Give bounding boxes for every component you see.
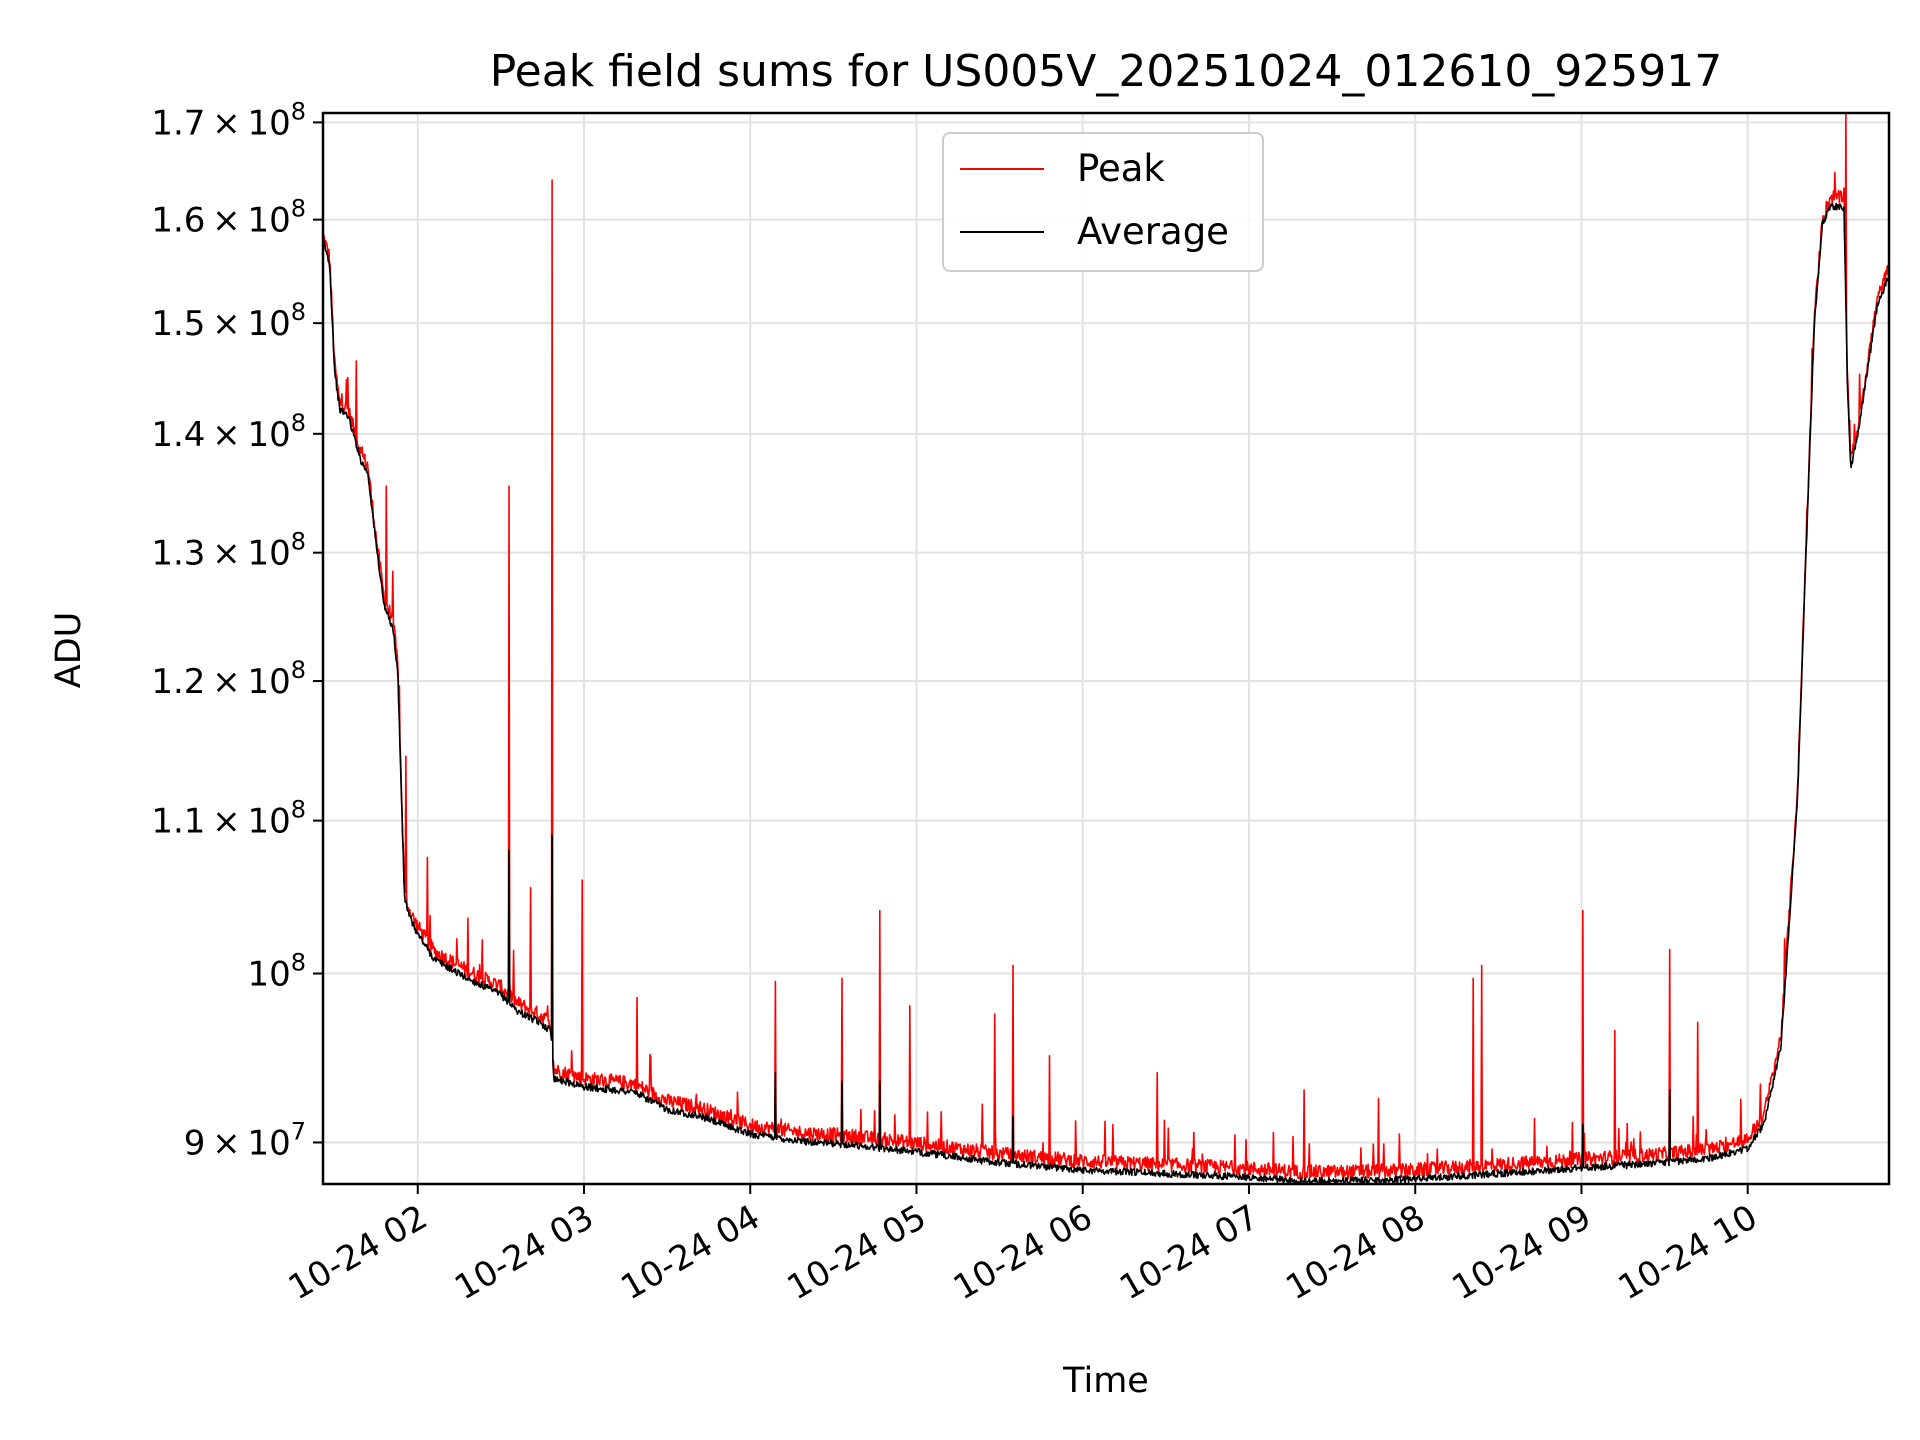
x-axis-label: Time [1062, 1361, 1149, 1401]
y-tick-label: 1.5 × 108 [151, 298, 306, 344]
legend-label-average: Average [1077, 210, 1229, 253]
legend: Peak Average [942, 132, 1264, 272]
y-tick-label: 1.3 × 108 [151, 528, 306, 574]
series-line-peak [322, 112, 1890, 1180]
y-tick-label: 108 [247, 948, 306, 994]
y-tick-label: 1.6 × 108 [151, 195, 306, 241]
y-tick-label: 9 × 107 [184, 1117, 306, 1163]
legend-label-peak: Peak [1077, 147, 1165, 190]
y-tick-label: 1.4 × 108 [151, 409, 306, 455]
plot-frame [321, 111, 1891, 1186]
plot-area [322, 112, 1890, 1185]
y-tick-label: 1.1 × 108 [151, 796, 306, 842]
legend-box [942, 132, 1264, 272]
y-tick-label: 1.7 × 108 [151, 97, 306, 143]
chart-title: Peak field sums for US005V_20251024_0126… [490, 46, 1723, 97]
y-tick-label: 1.2 × 108 [151, 656, 306, 702]
y-axis-label: ADU [49, 612, 89, 689]
series-line-average [322, 202, 1890, 1185]
